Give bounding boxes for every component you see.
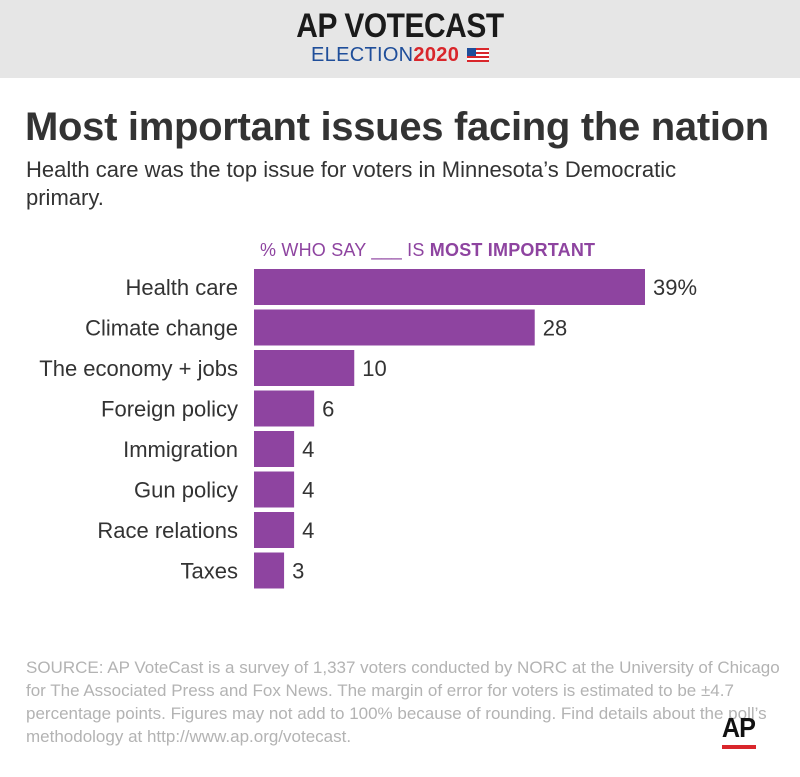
bar xyxy=(254,471,295,508)
value-label: 3 xyxy=(292,559,304,584)
chart-heading-emphasis: MOST IMPORTANT xyxy=(429,240,596,260)
value-label: 6 xyxy=(322,397,334,422)
brand-sub-year: 2020 xyxy=(413,44,460,66)
ap-logo-underline xyxy=(722,745,756,749)
bar xyxy=(254,552,285,589)
bar xyxy=(254,390,315,427)
value-label: 10 xyxy=(362,356,386,381)
page-title: Most important issues facing the nation xyxy=(25,105,769,149)
ap-logo: AP xyxy=(721,712,756,743)
category-label: The economy + jobs xyxy=(39,356,238,381)
category-label: Foreign policy xyxy=(101,397,238,422)
page-subtitle: Health care was the top issue for voters… xyxy=(26,157,677,210)
value-label: 4 xyxy=(302,437,314,462)
us-flag-icon xyxy=(466,48,489,62)
value-label: 28 xyxy=(543,316,567,341)
brand-sub-election: ELECTION xyxy=(311,44,414,66)
category-label: Climate change xyxy=(85,316,238,341)
value-label: 4 xyxy=(302,518,314,543)
bar xyxy=(254,431,295,467)
brand-subtitle: ELECTION2020 xyxy=(0,44,800,66)
chart-heading: % WHO SAY ___ IS MOST IMPORTANT xyxy=(260,240,595,261)
issues-bar-chart: Health care 39% Climate change 28 The econom… xyxy=(39,269,697,589)
bar xyxy=(254,350,355,386)
chart-heading-prefix: % WHO SAY ___ IS xyxy=(260,240,430,260)
header-banner: AP VOTECAST ELECTION2020 xyxy=(0,0,800,78)
source-note: SOURCE: AP VoteCast is a survey of 1,337… xyxy=(26,658,780,746)
value-label: 4 xyxy=(302,478,314,503)
brand-title: AP VOTECAST xyxy=(296,7,504,45)
category-label: Race relations xyxy=(97,518,238,543)
bar xyxy=(254,309,535,346)
category-label: Gun policy xyxy=(134,478,238,503)
value-label: 39% xyxy=(653,275,697,300)
category-label: Health care xyxy=(125,275,238,300)
bar xyxy=(254,269,645,305)
bar xyxy=(254,512,295,548)
category-label: Immigration xyxy=(123,437,238,462)
category-label: Taxes xyxy=(181,559,238,584)
